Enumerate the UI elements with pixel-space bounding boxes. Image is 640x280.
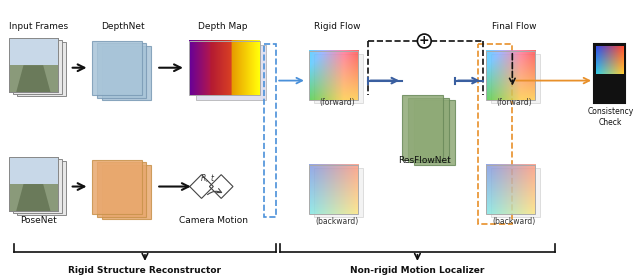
- FancyBboxPatch shape: [13, 159, 62, 213]
- Text: +: +: [419, 34, 429, 48]
- Text: R, t: R, t: [201, 174, 214, 183]
- Polygon shape: [9, 38, 58, 65]
- Polygon shape: [9, 65, 58, 92]
- Text: (forward): (forward): [497, 98, 532, 107]
- Polygon shape: [9, 157, 58, 184]
- Polygon shape: [9, 184, 58, 211]
- FancyBboxPatch shape: [92, 160, 141, 214]
- FancyBboxPatch shape: [92, 41, 141, 95]
- FancyBboxPatch shape: [102, 46, 152, 101]
- Text: (backward): (backward): [316, 217, 359, 226]
- Text: PoseNet: PoseNet: [20, 216, 56, 225]
- Text: ResFlowNet: ResFlowNet: [399, 156, 451, 165]
- Polygon shape: [314, 168, 363, 217]
- Text: Camera Motion: Camera Motion: [179, 216, 248, 225]
- Polygon shape: [491, 168, 540, 217]
- Text: DepthNet: DepthNet: [101, 22, 145, 31]
- Text: Final Flow: Final Flow: [492, 22, 536, 31]
- Polygon shape: [16, 65, 51, 92]
- FancyBboxPatch shape: [408, 98, 449, 162]
- Text: Depth Map: Depth Map: [198, 22, 248, 31]
- Polygon shape: [16, 184, 51, 211]
- Text: (forward): (forward): [319, 98, 355, 107]
- FancyBboxPatch shape: [9, 38, 58, 92]
- Text: (backward): (backward): [493, 217, 536, 226]
- FancyBboxPatch shape: [414, 100, 455, 165]
- FancyBboxPatch shape: [97, 43, 147, 98]
- Text: Non-rigid Motion Localizer: Non-rigid Motion Localizer: [350, 266, 484, 275]
- FancyBboxPatch shape: [97, 162, 147, 217]
- FancyBboxPatch shape: [9, 157, 58, 211]
- FancyBboxPatch shape: [13, 40, 62, 94]
- FancyBboxPatch shape: [402, 95, 444, 160]
- Text: Consistency
Check: Consistency Check: [588, 107, 634, 127]
- Text: Input Frames: Input Frames: [9, 22, 68, 31]
- FancyBboxPatch shape: [17, 161, 66, 215]
- Polygon shape: [491, 54, 540, 103]
- Text: Rigid Structure Reconstructor: Rigid Structure Reconstructor: [68, 266, 221, 275]
- Text: Rigid Flow: Rigid Flow: [314, 22, 360, 31]
- Polygon shape: [196, 45, 266, 100]
- FancyBboxPatch shape: [594, 44, 625, 103]
- Circle shape: [417, 34, 431, 48]
- FancyBboxPatch shape: [17, 42, 66, 96]
- Polygon shape: [314, 54, 363, 103]
- FancyBboxPatch shape: [102, 165, 152, 219]
